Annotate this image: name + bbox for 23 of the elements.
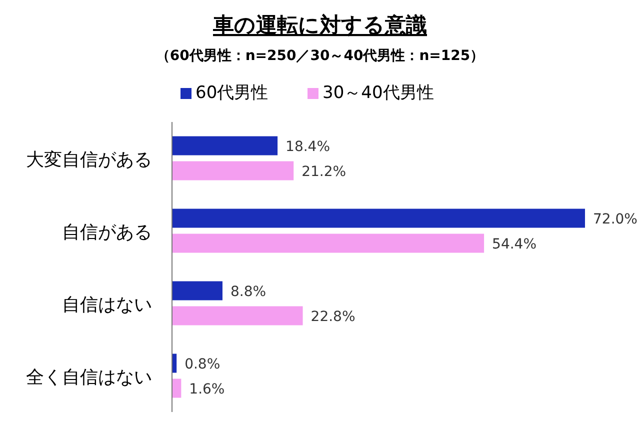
legend-label: 30～40代男性 <box>322 83 434 103</box>
bar <box>172 306 303 326</box>
bar <box>172 161 294 180</box>
data-label: 72.0% <box>593 211 638 228</box>
legend-label: 60代男性 <box>196 83 268 103</box>
data-label: 0.8% <box>184 356 220 372</box>
data-label: 22.8% <box>310 308 356 325</box>
data-label: 1.6% <box>189 381 225 398</box>
bar <box>172 208 585 228</box>
data-label: 18.4% <box>286 138 330 155</box>
y-tick-label: 自信がある <box>62 222 152 243</box>
bar <box>172 281 222 300</box>
y-tick-label: 自信はない <box>62 294 152 316</box>
bar <box>172 234 484 253</box>
data-label: 8.8% <box>230 284 266 300</box>
chart-subtitle: （60代男性：n=250／30～40代男性：n=125） <box>156 48 484 64</box>
bar <box>172 136 278 156</box>
bar <box>172 378 182 398</box>
y-tick-label: 全く自信はない <box>26 366 152 388</box>
chart-title: 車の運転に対する意識 <box>212 13 427 37</box>
data-label: 21.2% <box>302 164 346 180</box>
data-label: 54.4% <box>492 236 537 252</box>
y-tick-label: 大変自信がある <box>26 149 152 170</box>
